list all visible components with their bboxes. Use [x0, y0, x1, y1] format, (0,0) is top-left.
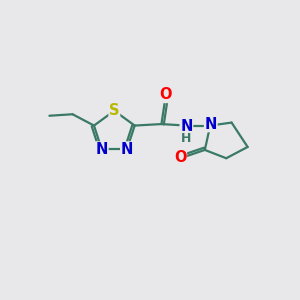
- Text: O: O: [159, 87, 171, 102]
- Text: N: N: [205, 117, 217, 132]
- Text: O: O: [174, 151, 186, 166]
- Text: S: S: [109, 103, 120, 118]
- Text: N: N: [96, 142, 108, 157]
- Text: N: N: [180, 118, 193, 134]
- Text: N: N: [121, 142, 133, 157]
- Text: H: H: [181, 131, 192, 145]
